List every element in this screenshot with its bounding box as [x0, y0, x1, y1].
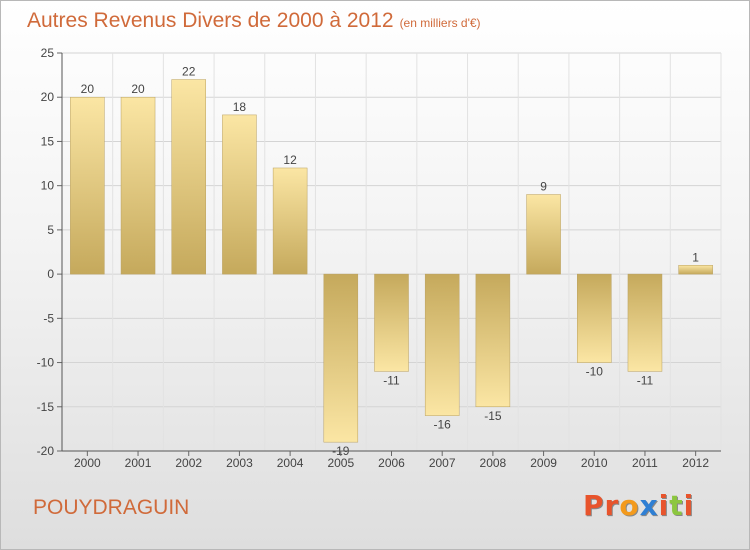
proxiti-logo: Proxiti — [583, 489, 694, 522]
logo-letter: x — [639, 489, 659, 522]
y-tick-label: 15 — [41, 134, 55, 148]
logo-letter: i — [658, 489, 670, 522]
bar-2011 — [627, 273, 663, 372]
data-label-2002: 22 — [182, 65, 196, 79]
bar-2003 — [222, 114, 257, 275]
chart-subtitle: (en milliers d'€) — [399, 16, 481, 30]
x-tick-label: 2011 — [632, 456, 658, 470]
x-tick-label: 2012 — [682, 456, 709, 470]
title-text: Autres Revenus Divers de 2000 à 2012 — [27, 9, 394, 32]
y-tick-label: -10 — [37, 356, 55, 370]
town-name: POUYDRAGUIN — [33, 496, 190, 519]
logo-letter: t — [669, 489, 684, 522]
y-tick-label: 0 — [47, 267, 54, 281]
y-tick-label: -20 — [37, 444, 55, 458]
y-tick-label: 25 — [41, 46, 55, 60]
data-label-2011: -11 — [637, 373, 654, 387]
bar-2002 — [171, 79, 206, 275]
logo-letter: P — [583, 489, 605, 522]
axes: 25 20 15 10 5 0 -5 -10 -15 -20 2000 2001 2002 2003 200… — [37, 46, 721, 470]
x-tick-label: 2008 — [480, 456, 507, 470]
data-label-2000: 20 — [81, 82, 95, 96]
y-tick-label: 20 — [41, 90, 55, 104]
grid-lines — [61, 52, 722, 452]
x-tick-label: 2006 — [378, 456, 405, 470]
logo-letter: i — [683, 489, 695, 522]
y-tick-label: -15 — [37, 400, 55, 414]
bar-2009 — [526, 194, 561, 275]
bar-2008 — [475, 273, 511, 408]
bar-2010 — [577, 273, 612, 363]
bar-2007 — [424, 273, 460, 416]
bar-2006 — [374, 273, 409, 372]
data-label-2008: -15 — [484, 409, 502, 423]
data-label-2001: 20 — [131, 82, 145, 96]
data-label-2004: 12 — [283, 153, 297, 167]
logo-letter: r — [604, 489, 620, 522]
y-tick-label: 10 — [41, 179, 55, 193]
bar-2012 — [678, 265, 713, 275]
x-tick-label: 2001 — [125, 456, 152, 470]
chart-title: Autres Revenus Divers de 2000 à 2012 (en … — [27, 9, 481, 33]
data-label-2003: 18 — [233, 100, 247, 114]
data-label-2010: -10 — [586, 365, 604, 379]
y-tick-label: -5 — [43, 311, 54, 325]
data-label-2006: -11 — [383, 373, 400, 387]
x-tick-label: 2000 — [74, 456, 101, 470]
x-tick-label: 2002 — [175, 456, 202, 470]
x-tick-label: 2010 — [581, 456, 608, 470]
x-tick-label: 2005 — [327, 456, 354, 470]
data-label-2012: 1 — [692, 250, 699, 264]
x-tick-label: 2009 — [530, 456, 557, 470]
x-tick-label: 2007 — [429, 456, 456, 470]
data-label-2009: 9 — [540, 180, 547, 194]
bar-2000 — [70, 96, 105, 275]
bar-2004 — [272, 167, 308, 275]
x-tick-label: 2003 — [226, 456, 253, 470]
logo-letter: o — [619, 489, 640, 522]
data-label-2007: -16 — [434, 418, 452, 432]
bars — [70, 79, 713, 443]
y-tick-label: 5 — [47, 223, 54, 237]
bar-2005 — [323, 273, 359, 443]
x-tick-label: 2004 — [277, 456, 304, 470]
bar-2001 — [120, 96, 156, 275]
